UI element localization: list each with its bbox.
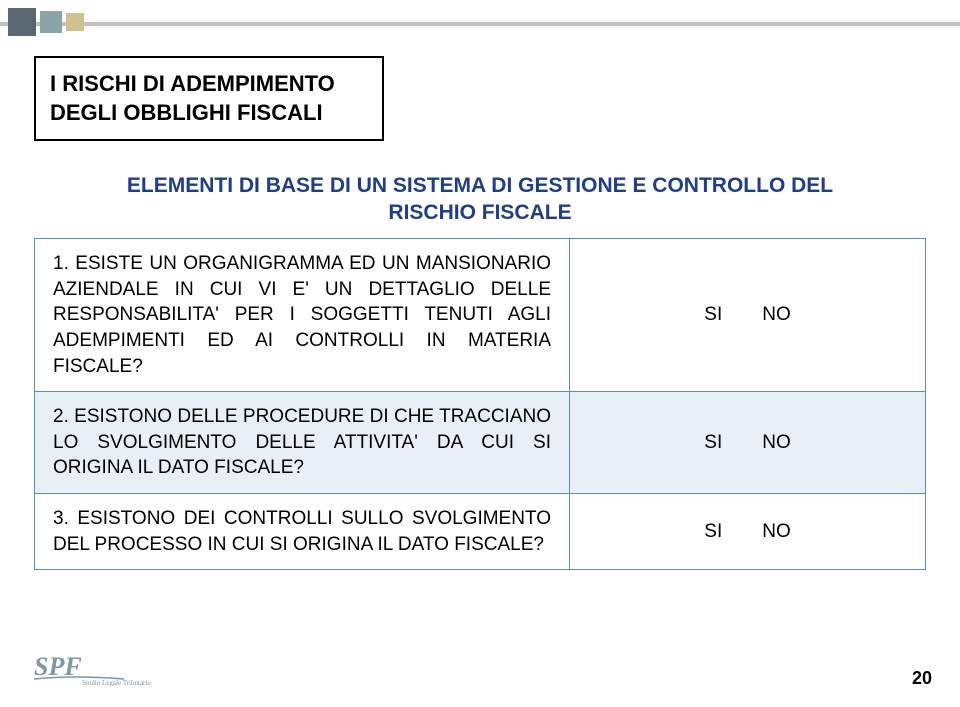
spf-logo-icon: SPF Studio Legale Tributario: [34, 647, 154, 687]
svg-text:Studio Legale Tributario: Studio Legale Tributario: [82, 679, 151, 687]
option-no: NO: [762, 521, 791, 543]
answer-options: SI NO: [570, 392, 925, 493]
question-text: 1. ESISTE UN ORGANIGRAMMA ED UN MANSIONA…: [35, 239, 570, 391]
subtitle-line-2: RISCHIO FISCALE: [34, 199, 926, 226]
table-row: 2. ESISTONO DELLE PROCEDURE DI CHE TRACC…: [35, 392, 925, 494]
title-line-2: DEGLI OBBLIGHI FISCALI: [50, 99, 368, 128]
decorative-bar: [0, 22, 960, 26]
deco-square-2: [40, 11, 62, 33]
title-line-1: I RISCHI DI ADEMPIMENTO: [50, 70, 368, 99]
footer-logo: SPF Studio Legale Tributario: [34, 647, 154, 687]
title-box: I RISCHI DI ADEMPIMENTO DEGLI OBBLIGHI F…: [34, 56, 384, 141]
decorative-squares: [8, 8, 88, 36]
question-text: 3. ESISTONO DEI CONTROLLI SULLO SVOLGIME…: [35, 494, 570, 569]
table-row: 1. ESISTE UN ORGANIGRAMMA ED UN MANSIONA…: [35, 239, 925, 392]
deco-square-1: [8, 8, 36, 36]
deco-square-3: [66, 13, 84, 31]
option-si: SI: [704, 304, 722, 326]
answer-options: SI NO: [570, 239, 925, 391]
questions-table: 1. ESISTE UN ORGANIGRAMMA ED UN MANSIONA…: [34, 238, 926, 570]
subtitle-line-1: ELEMENTI DI BASE DI UN SISTEMA DI GESTIO…: [34, 172, 926, 199]
question-text: 2. ESISTONO DELLE PROCEDURE DI CHE TRACC…: [35, 392, 570, 493]
option-si: SI: [704, 432, 722, 454]
option-no: NO: [762, 304, 791, 326]
answer-options: SI NO: [570, 494, 925, 569]
option-si: SI: [704, 521, 722, 543]
option-no: NO: [762, 432, 791, 454]
table-row: 3. ESISTONO DEI CONTROLLI SULLO SVOLGIME…: [35, 494, 925, 569]
subtitle: ELEMENTI DI BASE DI UN SISTEMA DI GESTIO…: [34, 172, 926, 227]
page-number: 20: [912, 668, 932, 689]
